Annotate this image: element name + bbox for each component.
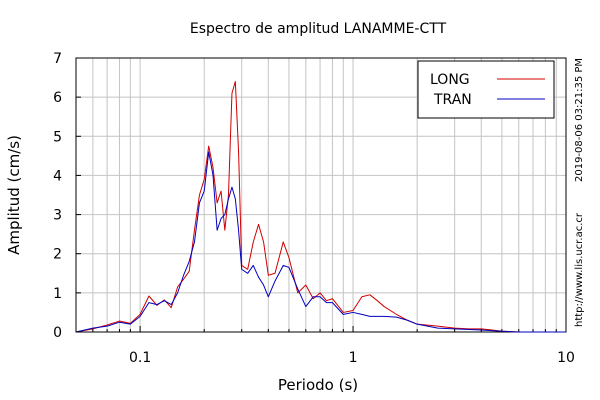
series-line-long	[75, 80, 566, 333]
y-tick-label: 7	[53, 51, 62, 67]
timestamp-label: 2019-08-06 03:21:35 PM	[574, 58, 585, 182]
legend-label-tran: TRAN	[433, 92, 472, 108]
series-layer	[75, 80, 566, 333]
legend: LONG TRAN	[417, 60, 555, 119]
grid	[76, 58, 566, 332]
y-tick-label: 4	[53, 168, 62, 184]
y-tick-label: 1	[53, 286, 62, 302]
plot-area	[75, 57, 567, 333]
chart-title: Espectro de amplitud LANAMME-CTT	[190, 21, 447, 37]
x-tick-label: 1	[349, 350, 358, 366]
y-tick-label: 5	[53, 129, 62, 145]
y-axis-label: Amplitud (cm/s)	[5, 135, 23, 255]
legend-box	[417, 60, 555, 119]
source-url-label: http://www.lis.ucr.ac.cr	[574, 212, 585, 327]
y-tick-label: 3	[53, 208, 62, 224]
tick-layer: 0 1 2 3 4 5 6 7 0.1 1 10	[53, 51, 575, 366]
x-tick-label: 10	[557, 350, 575, 366]
y-tick-label: 0	[53, 325, 62, 341]
y-tick-label: 2	[53, 247, 62, 263]
y-tick-label: 6	[53, 90, 62, 106]
x-axis-label: Periodo (s)	[278, 376, 358, 394]
x-tick-label: 0.1	[129, 350, 151, 366]
legend-label-long: LONG	[430, 72, 470, 88]
series-line-tran	[75, 151, 566, 333]
